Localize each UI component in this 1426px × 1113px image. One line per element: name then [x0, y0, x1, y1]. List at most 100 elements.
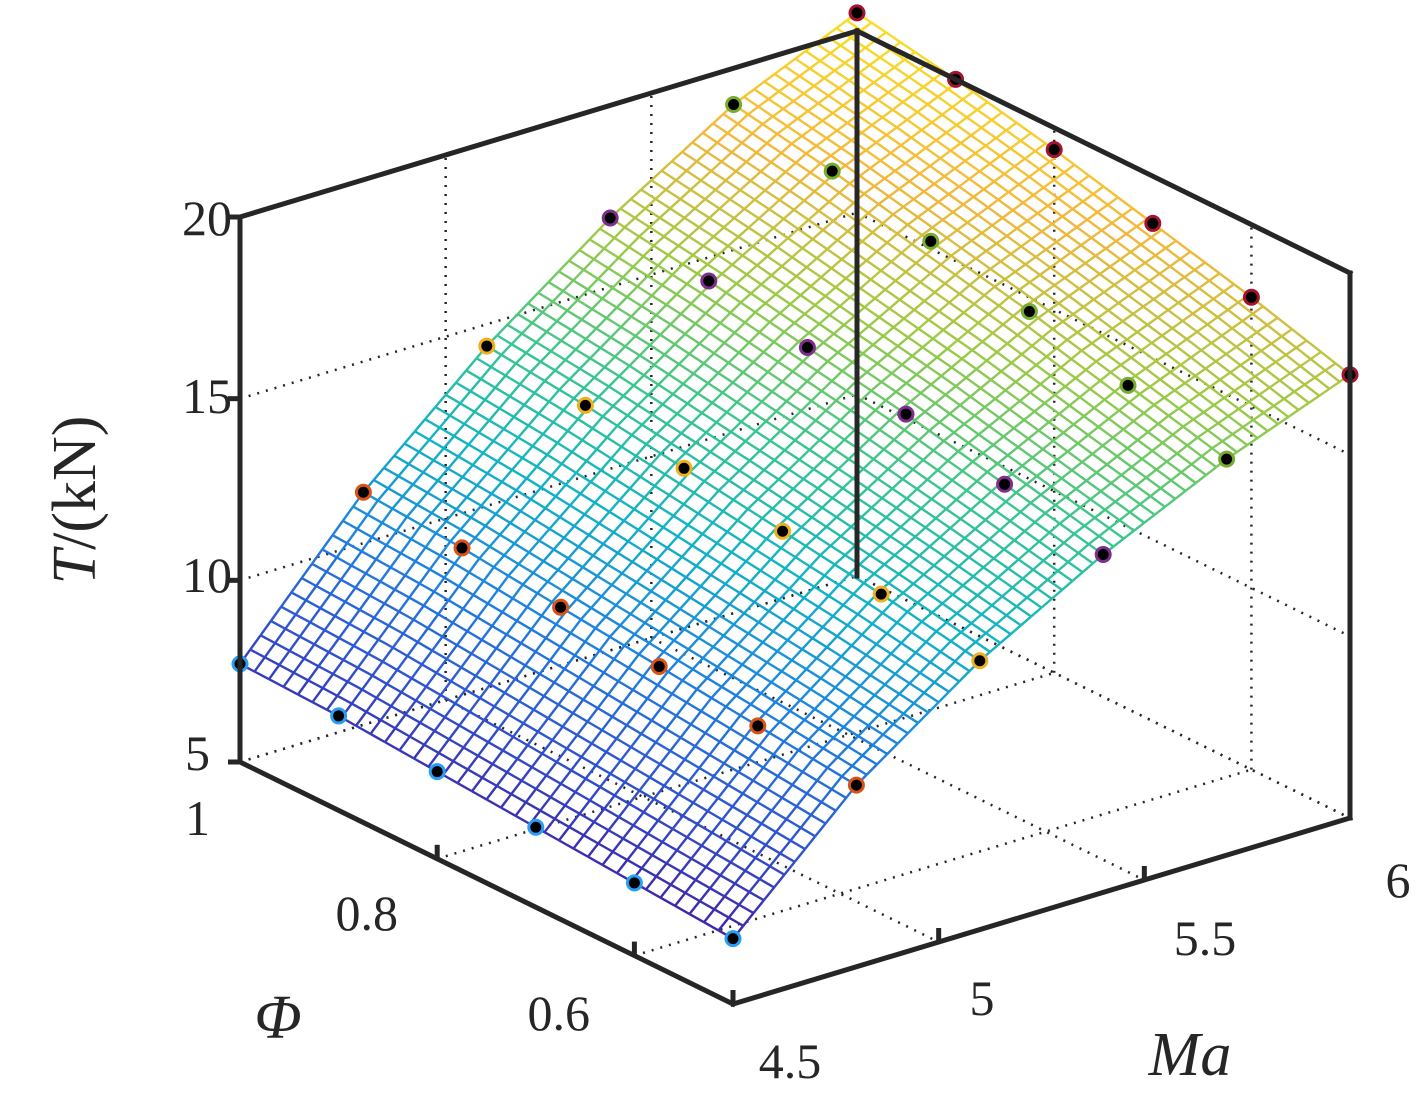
surface-mesh-line — [391, 507, 408, 518]
surface-mesh-line — [1201, 447, 1213, 458]
surface-mesh-line — [641, 867, 657, 878]
surface-mesh-line — [414, 560, 431, 571]
surface-mesh-line — [943, 167, 956, 178]
surface-mesh-line — [860, 389, 873, 402]
surface-mesh-line — [599, 227, 616, 239]
surface-mesh-line — [923, 190, 940, 203]
surface-mesh-line — [610, 572, 623, 586]
surface-mesh-line — [924, 410, 941, 424]
surface-mesh-line — [766, 133, 778, 145]
surface-mesh-line — [1048, 522, 1061, 534]
surface-mesh-line — [684, 332, 701, 345]
surface-mesh-line — [599, 336, 612, 349]
surface-mesh-line — [900, 251, 917, 265]
surface-mesh-line — [1151, 341, 1167, 355]
surface-mesh-line — [1056, 347, 1073, 360]
surface-mesh-line — [931, 226, 948, 239]
surface-mesh-line — [510, 779, 523, 795]
surface-mesh-line — [268, 678, 285, 688]
surface-mesh-line — [369, 580, 382, 597]
surface-mesh-line — [554, 495, 571, 507]
surface-mesh-line — [1157, 316, 1174, 330]
surface-mesh-line — [779, 839, 792, 855]
surface-mesh-line — [832, 604, 845, 617]
surface-mesh-line — [684, 451, 701, 463]
surface-mesh-line — [423, 604, 439, 616]
surface-mesh-line — [1089, 498, 1106, 511]
surface-mesh-line — [993, 278, 1006, 288]
surface-mesh-line — [797, 617, 810, 630]
surface-mesh-line — [926, 478, 943, 491]
surface-mesh-line — [651, 526, 665, 540]
surface-mesh-line — [1150, 228, 1163, 239]
surface-mesh-line — [527, 412, 540, 427]
surface-mesh-line — [736, 391, 749, 404]
surface-mesh-line — [785, 390, 798, 403]
surface-mesh-line — [657, 684, 673, 695]
surface-mesh-line — [931, 113, 943, 124]
surface-mesh-line — [888, 195, 905, 208]
surface-mesh-line — [731, 674, 748, 686]
surface-mesh-line — [1233, 389, 1250, 403]
surface-mesh-line — [830, 258, 843, 270]
surface-mesh-line — [678, 482, 695, 494]
surface-mesh-line — [562, 397, 575, 412]
surface-mesh-line — [700, 697, 713, 712]
surface-mesh-line — [828, 305, 841, 316]
surface-mesh-line — [877, 477, 893, 490]
surface-mesh-line — [658, 207, 671, 219]
surface-mesh-line — [890, 151, 906, 165]
surface-mesh-line — [991, 595, 1004, 607]
surface-mesh-line — [443, 702, 457, 718]
surface-mesh-line — [699, 451, 712, 463]
surface-mesh-line — [999, 633, 1012, 644]
surface-mesh-line — [1077, 552, 1094, 565]
surface-mesh-line — [1149, 378, 1161, 388]
surface-mesh-line — [387, 475, 400, 490]
surface-mesh-line — [311, 562, 328, 573]
surface-mesh-line — [655, 303, 668, 317]
surface-mesh-line — [1176, 452, 1193, 466]
surface-mesh-line — [859, 278, 872, 290]
surface-mesh-line — [913, 702, 930, 714]
surface-mesh-line — [558, 839, 575, 850]
surface-mesh-line — [1011, 464, 1024, 475]
surface-mesh-line — [794, 545, 807, 559]
surface-mesh-line — [1002, 315, 1015, 326]
surface-mesh-line — [851, 644, 867, 657]
surface-mesh-line — [433, 729, 450, 741]
surface-mesh-line — [292, 657, 306, 674]
surface-mesh-line — [625, 711, 639, 726]
surface-mesh-line — [663, 226, 676, 238]
surface-mesh-line — [1180, 356, 1192, 366]
surface-mesh-line — [531, 433, 544, 447]
surface-mesh-line — [628, 235, 641, 248]
surface-mesh-line — [1051, 215, 1064, 225]
surface-mesh-line — [1035, 364, 1052, 377]
surface-mesh-line — [727, 244, 744, 257]
surface-mesh-line — [539, 360, 556, 372]
surface-mesh-line — [631, 675, 645, 691]
surface-mesh-line — [929, 661, 946, 673]
surface-mesh-line — [1144, 254, 1157, 264]
surface-mesh-line — [588, 649, 601, 665]
surface-mesh-line — [1091, 444, 1104, 455]
surface-mesh-line — [903, 419, 916, 431]
surface-mesh-line — [980, 613, 997, 626]
surface-mesh-line — [707, 500, 724, 513]
surface-mesh-line — [851, 764, 868, 776]
surface-mesh-line — [970, 508, 987, 521]
surface-mesh-line — [1007, 567, 1024, 580]
surface-mesh-line — [327, 637, 341, 653]
surface-mesh-line — [553, 668, 566, 684]
surface-mesh-line — [1154, 254, 1171, 268]
surface-mesh-line — [938, 421, 955, 434]
surface-mesh-line — [861, 633, 878, 646]
surface-mesh-line — [547, 580, 563, 592]
surface-mesh-line — [404, 699, 417, 716]
surface-mesh-line — [509, 395, 525, 406]
surface-mesh-line — [669, 749, 686, 761]
surface-mesh-line — [820, 788, 833, 803]
surface-mesh-line — [1099, 379, 1116, 393]
surface-mesh-line — [763, 73, 776, 83]
